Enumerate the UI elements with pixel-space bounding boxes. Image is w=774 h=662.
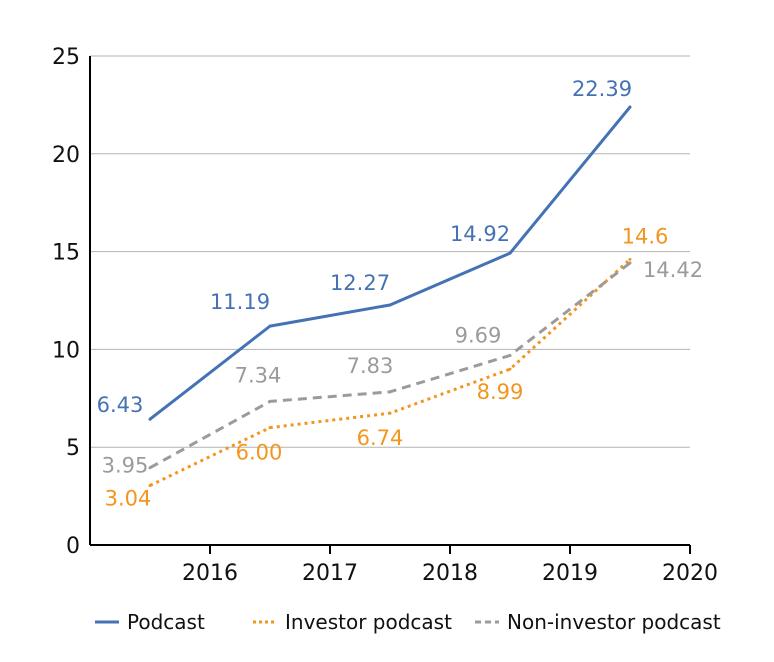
data-labels: 6.43 11.19 12.27 14.92 22.39 3.04 6.00 6.74 8.99… (97, 77, 703, 510)
data-point-podcast (508, 251, 512, 255)
data-point-investor-podcast (628, 257, 632, 261)
y-tick-label: 10 (52, 338, 80, 363)
data-point-podcast (268, 324, 272, 328)
data-point-non-investor-podcast (628, 261, 632, 265)
data-label-investor-podcast: 14.6 (622, 224, 669, 248)
data-point-podcast (148, 417, 152, 421)
x-tick-label: 2020 (662, 561, 718, 586)
y-tick-label: 20 (52, 143, 80, 168)
legend-label-podcast: Podcast (127, 610, 205, 634)
data-label-podcast: 6.43 (97, 393, 144, 417)
data-label-podcast: 12.27 (330, 271, 390, 295)
y-tick-label: 5 (66, 436, 80, 461)
data-point-investor-podcast (268, 426, 272, 430)
data-label-non-investor-podcast: 7.34 (235, 363, 282, 387)
legend: Podcast Investor podcast Non-investor podc… (95, 610, 721, 634)
data-point-investor-podcast (148, 484, 152, 488)
axes: 0 5 10 15 20 25 2016 2017 2018 2019 2020 (52, 45, 718, 586)
gridlines (90, 55, 690, 448)
y-tick-label: 15 (52, 241, 80, 266)
data-label-non-investor-podcast: 7.83 (347, 354, 394, 378)
data-point-podcast (628, 105, 632, 109)
data-point-non-investor-podcast (268, 399, 272, 403)
x-tick-label: 2017 (302, 561, 358, 586)
data-label-investor-podcast: 3.04 (105, 487, 152, 511)
data-label-non-investor-podcast: 3.95 (102, 454, 149, 478)
data-label-investor-podcast: 6.00 (236, 441, 283, 465)
data-label-podcast: 11.19 (210, 290, 270, 314)
x-tick-label: 2016 (182, 561, 238, 586)
series-lines (148, 105, 632, 488)
data-label-podcast: 14.92 (450, 222, 510, 246)
legend-label-non-investor-podcast: Non-investor podcast (507, 610, 721, 634)
data-point-non-investor-podcast (508, 353, 512, 357)
data-label-investor-podcast: 8.99 (477, 380, 524, 404)
legend-label-investor-podcast: Investor podcast (285, 610, 452, 634)
y-tick-label: 25 (52, 45, 80, 70)
data-point-podcast (388, 303, 392, 307)
y-tick-label: 0 (66, 534, 80, 559)
data-label-non-investor-podcast: 9.69 (455, 323, 502, 347)
data-point-investor-podcast (388, 411, 392, 415)
data-label-podcast: 22.39 (572, 77, 632, 101)
data-point-non-investor-podcast (148, 466, 152, 470)
data-point-investor-podcast (508, 367, 512, 371)
data-label-investor-podcast: 6.74 (357, 426, 404, 450)
x-tick-label: 2018 (422, 561, 478, 586)
data-label-non-investor-podcast: 14.42 (643, 258, 703, 282)
x-tick-label: 2019 (542, 561, 598, 586)
data-point-non-investor-podcast (388, 390, 392, 394)
